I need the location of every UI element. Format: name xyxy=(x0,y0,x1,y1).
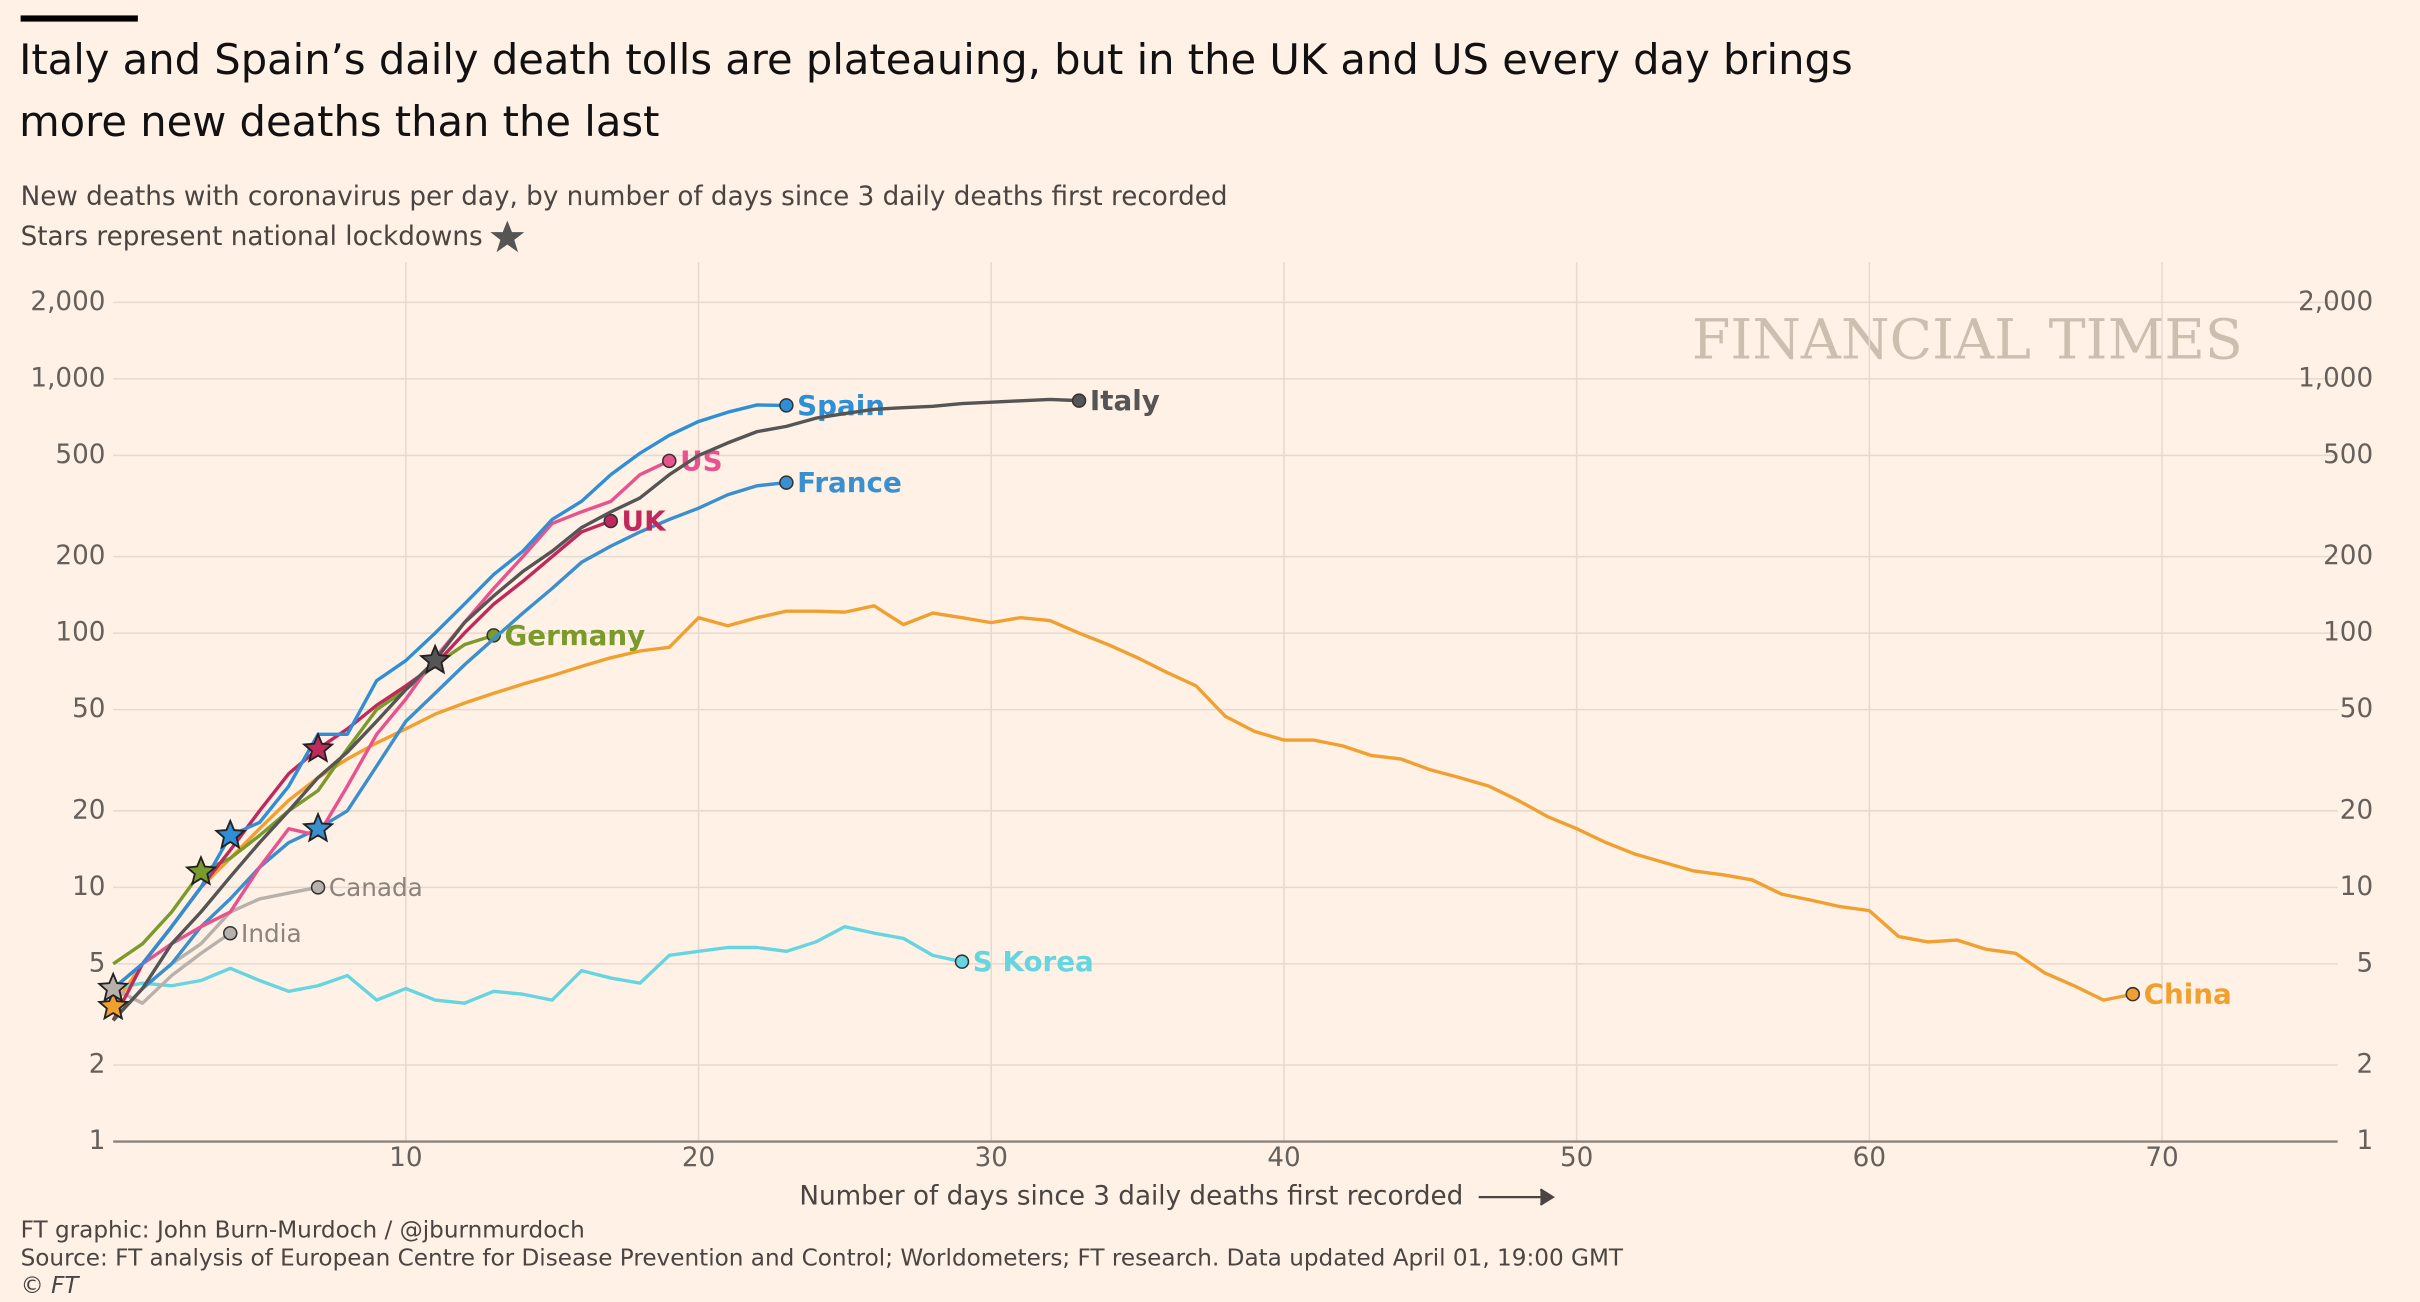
lockdown-star xyxy=(214,818,247,850)
end-point xyxy=(1071,393,1087,408)
series-label: UK xyxy=(622,505,668,538)
end-point xyxy=(2125,986,2141,1002)
series-line xyxy=(111,480,787,1022)
axis-arrow xyxy=(1478,1188,1555,1206)
lockdown-star xyxy=(418,643,452,675)
lockdown-star xyxy=(96,989,130,1021)
y-tick-label-right: 1,000 xyxy=(2298,363,2373,393)
y-tick-label: 2,000 xyxy=(30,287,105,317)
legend-star xyxy=(490,220,525,253)
y-tick-label-right: 50 xyxy=(2340,694,2373,724)
y-tick-label-right: 500 xyxy=(2323,440,2373,470)
lockdown-star xyxy=(301,811,335,843)
end-point xyxy=(603,513,619,529)
y-tick-label: 1 xyxy=(89,1126,106,1156)
y-tick-label-right: 1 xyxy=(2356,1126,2373,1156)
series-line xyxy=(111,397,1080,1022)
series-label: Spain xyxy=(797,389,885,422)
y-tick-label: 500 xyxy=(55,440,105,470)
y-tick-label-right: 20 xyxy=(2340,795,2373,825)
lockdown-star xyxy=(301,731,335,763)
lockdown-star xyxy=(97,971,130,1003)
y-tick-label-right: 2 xyxy=(2356,1050,2373,1080)
series-label: Canada xyxy=(329,873,423,902)
y-tick-label: 100 xyxy=(55,618,105,648)
end-point xyxy=(779,475,794,490)
series-label: India xyxy=(241,919,302,948)
y-tick-label-right: 5 xyxy=(2356,948,2373,978)
series-label: Italy xyxy=(1090,384,1160,417)
y-tick-label: 1,000 xyxy=(30,363,105,393)
series-label: France xyxy=(797,466,902,499)
header-bar xyxy=(20,15,138,22)
end-point xyxy=(223,925,238,941)
y-tick-label-right: 10 xyxy=(2340,872,2373,902)
series-line xyxy=(112,924,963,1005)
y-tick-label: 50 xyxy=(72,694,105,724)
series-label: S Korea xyxy=(973,945,1094,978)
y-tick-label-right: 100 xyxy=(2323,618,2373,648)
end-point xyxy=(310,880,326,895)
x-tick-label: 10 xyxy=(389,1143,422,1173)
end-point xyxy=(662,453,677,469)
x-axis-label: Number of days since 3 daily deaths firs… xyxy=(799,1182,1463,1212)
x-tick-label: 20 xyxy=(682,1143,715,1173)
subtitle: New deaths with coronavirus per day, by … xyxy=(21,182,1228,212)
x-tick-label: 60 xyxy=(1853,1143,1886,1173)
y-tick-label: 10 xyxy=(72,872,105,902)
x-tick-label: 40 xyxy=(1267,1143,1300,1173)
copyright: © FT xyxy=(21,1273,81,1299)
y-tick-label-right: 200 xyxy=(2323,541,2373,571)
credit: FT graphic: John Burn-Murdoch / @jburnmu… xyxy=(21,1218,585,1244)
series-label: China xyxy=(2144,978,2232,1011)
subtitle-2: Stars represent national lockdowns xyxy=(21,222,483,252)
chart-title: Italy and Spain’s daily death tolls are … xyxy=(19,37,1853,147)
title-box: Italy and Spain’s daily death tolls are … xyxy=(19,37,1853,147)
series-line xyxy=(111,604,2134,1008)
x-tick-label: 70 xyxy=(2145,1143,2178,1173)
watermark: FINANCIAL TIMES xyxy=(1692,308,2243,373)
source: Source: FT analysis of European Centre f… xyxy=(21,1245,1624,1271)
end-point xyxy=(954,954,970,969)
y-tick-label-right: 2,000 xyxy=(2298,287,2373,317)
series-label: Germany xyxy=(504,619,645,652)
y-tick-label: 5 xyxy=(89,948,106,978)
y-tick-label: 20 xyxy=(72,795,105,825)
y-tick-label: 2 xyxy=(89,1050,106,1080)
x-tick-label: 50 xyxy=(1560,1143,1593,1173)
x-tick-label: 30 xyxy=(975,1143,1008,1173)
series-line xyxy=(112,459,671,990)
lockdown-star xyxy=(184,854,218,886)
end-point xyxy=(779,398,794,413)
y-tick-label: 200 xyxy=(55,541,105,571)
